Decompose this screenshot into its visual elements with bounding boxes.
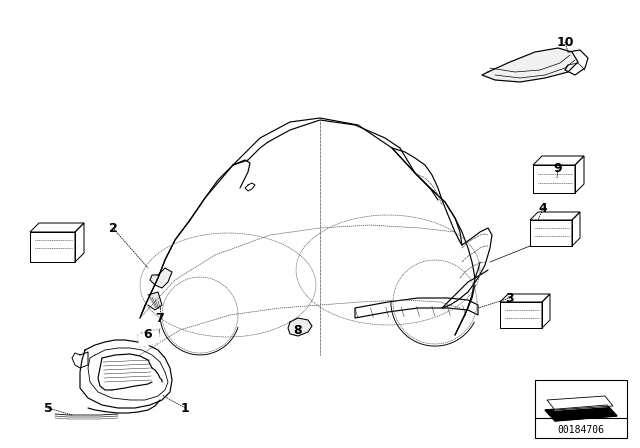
Text: 00184706: 00184706 [557, 425, 605, 435]
Text: 8: 8 [294, 323, 302, 336]
Bar [535, 380, 627, 438]
Polygon shape [482, 48, 578, 82]
Text: 7: 7 [156, 311, 164, 324]
Polygon shape [150, 268, 172, 288]
Text: 6: 6 [144, 328, 152, 341]
Polygon shape [138, 330, 160, 347]
Text: 4: 4 [539, 202, 547, 215]
Polygon shape [148, 292, 162, 310]
Text: 5: 5 [44, 401, 52, 414]
Text: 1: 1 [180, 401, 189, 414]
Text: 2: 2 [109, 221, 117, 234]
Polygon shape [547, 396, 613, 410]
Text: 3: 3 [506, 292, 515, 305]
Polygon shape [288, 318, 312, 336]
Polygon shape [545, 405, 617, 421]
Text: 10: 10 [556, 35, 573, 48]
Text: 9: 9 [554, 161, 563, 175]
